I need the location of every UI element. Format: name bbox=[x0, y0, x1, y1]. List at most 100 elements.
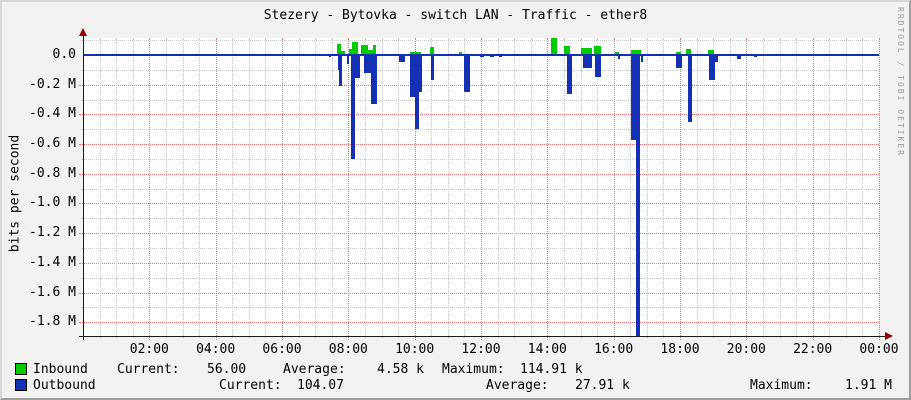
legend-stat-text: Current: bbox=[219, 378, 282, 393]
series-bar-outbound bbox=[630, 55, 636, 140]
legend-stat-text: 104.07 bbox=[297, 378, 344, 393]
series-bar-inbound bbox=[351, 42, 358, 56]
x-tick-label: 04:00 bbox=[196, 342, 236, 357]
series-bar-outbound bbox=[676, 55, 682, 69]
series-bar-outbound bbox=[640, 55, 643, 63]
x-grid-major bbox=[149, 38, 151, 340]
y-axis-arrow-icon bbox=[79, 28, 87, 36]
y-grid-major bbox=[79, 173, 879, 175]
y-grid-minor bbox=[81, 277, 879, 279]
series-bar-outbound bbox=[737, 55, 741, 59]
series-bar-outbound bbox=[418, 55, 422, 93]
x-grid-minor bbox=[514, 38, 516, 338]
series-bar-inbound bbox=[581, 47, 593, 56]
x-tick-label: 12:00 bbox=[461, 342, 501, 357]
x-grid-major bbox=[481, 38, 482, 340]
y-grid-major bbox=[79, 262, 879, 264]
series-bar-outbound bbox=[489, 55, 494, 58]
x-grid-major bbox=[879, 38, 880, 340]
y-grid-minor bbox=[81, 307, 879, 309]
y-grid-minor bbox=[81, 188, 879, 190]
x-axis-line bbox=[79, 336, 886, 337]
x-grid-minor bbox=[431, 38, 433, 338]
x-grid-minor bbox=[829, 38, 831, 338]
y-grid-minor bbox=[81, 40, 879, 42]
y-grid-minor bbox=[81, 158, 879, 160]
x-grid-major bbox=[613, 38, 615, 340]
series-bar-outbound bbox=[339, 55, 343, 87]
x-tick-label: 14:00 bbox=[527, 342, 567, 357]
x-grid-minor bbox=[762, 38, 764, 338]
x-grid-minor bbox=[779, 38, 781, 338]
legend-swatch-inbound bbox=[15, 363, 27, 375]
y-grid-major bbox=[79, 114, 879, 116]
legend-stat-text: Average: bbox=[283, 362, 346, 377]
series-bar-inbound bbox=[410, 51, 421, 56]
x-grid-minor bbox=[530, 38, 532, 338]
x-grid-minor bbox=[232, 38, 234, 338]
legend-stat-text: 27.91 k bbox=[575, 378, 630, 393]
series-bar-inbound bbox=[360, 44, 368, 56]
series-bar-outbound bbox=[464, 55, 471, 93]
x-grid-minor bbox=[116, 38, 118, 338]
x-grid-minor bbox=[199, 38, 201, 338]
legend-swatch-outbound bbox=[15, 379, 27, 391]
x-grid-minor bbox=[99, 38, 101, 338]
x-grid-minor bbox=[248, 38, 250, 338]
legend-stat-text: 1.91 M bbox=[845, 378, 892, 393]
legend-series-name: Outbound bbox=[33, 378, 96, 393]
y-tick-label: -0.6 M bbox=[29, 136, 76, 152]
x-grid-minor bbox=[713, 38, 715, 338]
x-grid-minor bbox=[497, 38, 499, 338]
y-tick-label: -1.4 M bbox=[29, 254, 76, 270]
x-grid-minor bbox=[331, 38, 333, 338]
legend-stat-text: Average: bbox=[486, 378, 549, 393]
x-tick-label: 20:00 bbox=[726, 342, 766, 357]
series-bar-outbound bbox=[480, 55, 484, 58]
series-bar-inbound bbox=[563, 46, 570, 56]
series-bar-outbound bbox=[410, 55, 415, 97]
x-grid-minor bbox=[646, 38, 648, 338]
y-grid-major bbox=[79, 84, 879, 86]
x-grid-minor bbox=[315, 38, 317, 338]
y-tick-label: -1.0 M bbox=[29, 195, 76, 211]
series-bar-outbound bbox=[687, 55, 692, 122]
legend-series-name: Inbound bbox=[33, 362, 88, 377]
x-grid-major bbox=[812, 38, 814, 340]
legend-stat-text: Maximum: bbox=[750, 378, 813, 393]
x-grid-minor bbox=[182, 38, 184, 338]
series-bar-inbound bbox=[550, 38, 557, 56]
series-bar-outbound bbox=[714, 55, 718, 62]
x-tick-label: 02:00 bbox=[129, 342, 169, 357]
y-grid-major bbox=[79, 322, 879, 324]
series-bar-outbound bbox=[354, 55, 360, 79]
x-grid-major bbox=[680, 38, 681, 340]
x-grid-minor bbox=[364, 38, 366, 338]
legend-stat-text: Maximum: bbox=[442, 362, 505, 377]
x-grid-minor bbox=[447, 38, 449, 338]
series-bar-inbound bbox=[685, 49, 691, 56]
series-bar-outbound bbox=[595, 55, 602, 78]
x-tick-label: 16:00 bbox=[594, 342, 634, 357]
graph-title: Stezery - Bytovka - switch LAN - Traffic… bbox=[263, 8, 648, 23]
x-grid-major bbox=[348, 38, 350, 340]
x-grid-minor bbox=[464, 38, 466, 338]
x-tick-label: 10:00 bbox=[395, 342, 435, 357]
y-axis-line bbox=[83, 32, 84, 340]
y-tick-label: -0.4 M bbox=[29, 106, 76, 122]
series-bar-inbound bbox=[372, 45, 376, 56]
series-bar-inbound bbox=[348, 49, 352, 56]
legend-stat-text: 4.58 k bbox=[377, 362, 424, 377]
y-tick-label: -0.2 M bbox=[29, 76, 76, 92]
x-tick-label: 06:00 bbox=[262, 342, 302, 357]
y-grid-minor bbox=[81, 247, 879, 249]
x-grid-major bbox=[282, 38, 283, 340]
series-bar-outbound bbox=[708, 55, 715, 81]
legend-row: Inbound Current: 56.00 Average: 4.58 k Maximu… bbox=[2, 362, 909, 377]
legend-stat-text: 114.91 k bbox=[520, 362, 583, 377]
series-bar-outbound bbox=[350, 55, 355, 159]
series-bar-outbound bbox=[370, 55, 377, 105]
x-grid-minor bbox=[729, 38, 731, 338]
y-tick-label: -1.6 M bbox=[29, 284, 76, 300]
